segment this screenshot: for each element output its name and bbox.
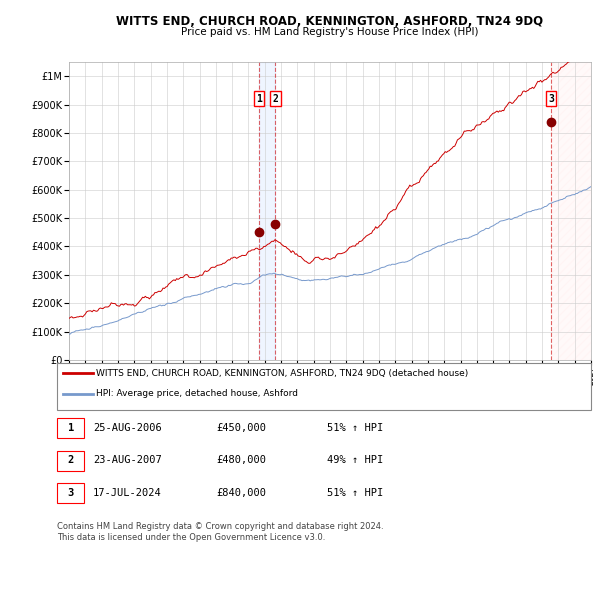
Text: Price paid vs. HM Land Registry's House Price Index (HPI): Price paid vs. HM Land Registry's House … xyxy=(181,27,479,37)
Text: 17-JUL-2024: 17-JUL-2024 xyxy=(93,488,162,497)
Text: HPI: Average price, detached house, Ashford: HPI: Average price, detached house, Ashf… xyxy=(96,389,298,398)
Text: 51% ↑ HPI: 51% ↑ HPI xyxy=(327,423,383,432)
Text: WITTS END, CHURCH ROAD, KENNINGTON, ASHFORD, TN24 9DQ: WITTS END, CHURCH ROAD, KENNINGTON, ASHF… xyxy=(116,15,544,28)
Text: 49% ↑ HPI: 49% ↑ HPI xyxy=(327,455,383,465)
Text: £450,000: £450,000 xyxy=(216,423,266,432)
Text: 25-AUG-2006: 25-AUG-2006 xyxy=(93,423,162,432)
Text: WITTS END, CHURCH ROAD, KENNINGTON, ASHFORD, TN24 9DQ (detached house): WITTS END, CHURCH ROAD, KENNINGTON, ASHF… xyxy=(96,369,468,378)
Text: 23-AUG-2007: 23-AUG-2007 xyxy=(93,455,162,465)
Text: Contains HM Land Registry data © Crown copyright and database right 2024.
This d: Contains HM Land Registry data © Crown c… xyxy=(57,522,383,542)
Text: 1: 1 xyxy=(256,94,262,104)
Text: 2: 2 xyxy=(68,455,74,465)
Text: 51% ↑ HPI: 51% ↑ HPI xyxy=(327,488,383,497)
Text: £480,000: £480,000 xyxy=(216,455,266,465)
Text: 3: 3 xyxy=(68,488,74,497)
Text: £840,000: £840,000 xyxy=(216,488,266,497)
Bar xyxy=(259,62,275,360)
Text: 1: 1 xyxy=(68,423,74,432)
Text: 3: 3 xyxy=(548,94,554,104)
Bar xyxy=(551,62,591,360)
Text: 2: 2 xyxy=(272,94,278,104)
